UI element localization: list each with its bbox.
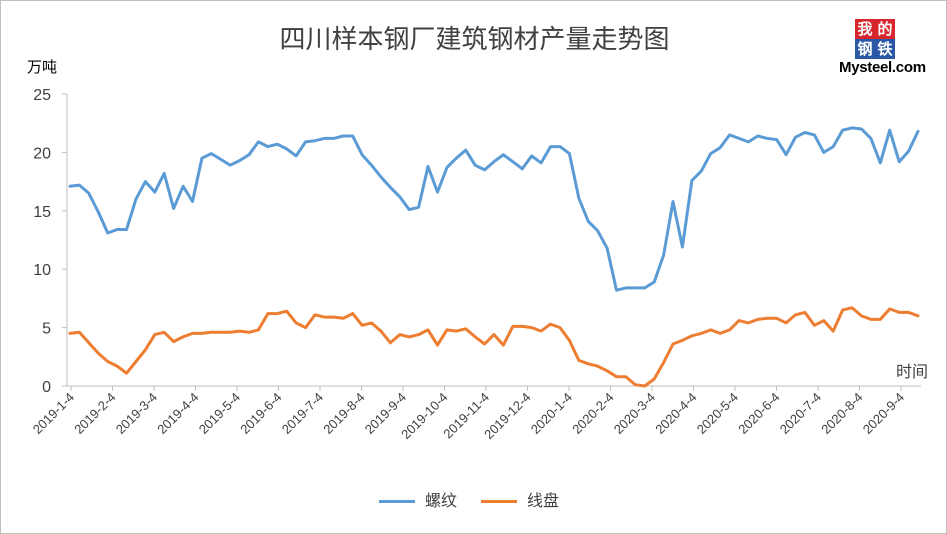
y-tick-label: 25 — [33, 87, 51, 104]
x-tick-label: 2020-9-4 — [860, 390, 907, 437]
logo-brand-text: Mysteel.com — [839, 59, 926, 76]
legend-label-螺纹: 螺纹 — [425, 491, 458, 510]
y-tick-label: 10 — [33, 262, 51, 279]
logo-char: 我 — [855, 19, 875, 39]
x-tick-label: 2019-8-4 — [320, 390, 367, 437]
x-tick-label: 2020-6-4 — [735, 390, 782, 437]
y-tick-label: 5 — [42, 321, 51, 338]
logo-mark: 我 的 钢 铁 — [855, 19, 895, 59]
x-tick-label: 2020-3-4 — [611, 390, 658, 437]
x-tick-label: 2019-3-4 — [113, 390, 160, 437]
x-tick-label: 2019-6-4 — [237, 390, 284, 437]
x-tick-label: 2020-7-4 — [777, 390, 824, 437]
chart-legend: 螺纹 线盘 — [1, 489, 946, 513]
x-tick-label: 2020-1-4 — [528, 390, 575, 437]
legend-swatch-线盘 — [481, 500, 517, 503]
x-tick-label: 2020-2-4 — [569, 390, 616, 437]
x-tick-label: 2019-4-4 — [154, 390, 201, 437]
x-tick-label: 2020-4-4 — [652, 390, 699, 437]
chart-title: 四川样本钢厂建筑钢材产量走势图 — [279, 25, 670, 55]
legend-swatch-螺纹 — [379, 500, 415, 503]
x-tick-label: 2020-8-4 — [818, 390, 865, 437]
logo-char: 铁 — [875, 39, 895, 59]
x-tick-label: 2019-7-4 — [279, 390, 326, 437]
logo-char: 的 — [875, 19, 895, 39]
y-tick-label: 20 — [33, 145, 51, 162]
x-tick-label: 2019-2-4 — [71, 390, 118, 437]
series-line-线盘 — [68, 306, 920, 388]
x-tick-label: 2020-5-4 — [694, 390, 741, 437]
series-line-螺纹 — [68, 126, 920, 292]
x-tick-label: 2019-1-4 — [30, 390, 77, 437]
mysteel-logo: 我 的 钢 铁 Mysteel.com — [839, 19, 943, 81]
y-tick-label: 0 — [42, 379, 51, 396]
y-tick-label: 15 — [33, 204, 51, 221]
x-axis-title: 时间 — [896, 362, 928, 381]
logo-char: 钢 — [855, 39, 875, 59]
x-tick-label: 2019-5-4 — [196, 390, 243, 437]
y-axis-unit-label: 万吨 — [27, 58, 58, 76]
legend-label-线盘: 线盘 — [527, 491, 560, 510]
